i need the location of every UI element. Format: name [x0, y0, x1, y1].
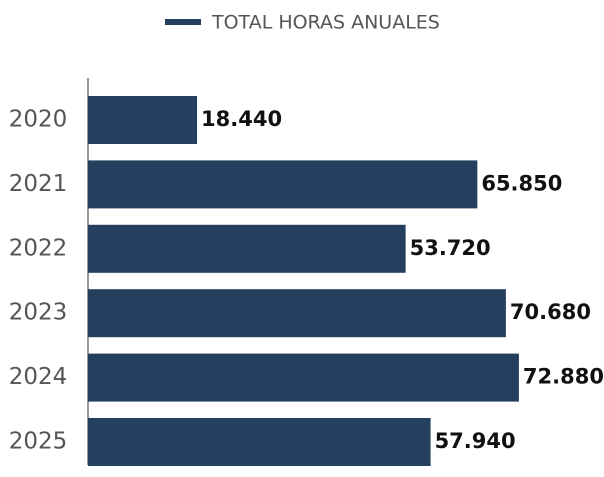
legend-label: TOTAL HORAS ANUALES: [211, 12, 440, 34]
value-label: 53.720: [410, 236, 491, 260]
value-label: 72.880: [523, 365, 604, 389]
y-tick-label: 2020: [9, 107, 68, 133]
bar: [88, 160, 478, 209]
y-tick-label: 2024: [9, 364, 68, 390]
value-label: 70.680: [510, 300, 591, 324]
y-tick-label: 2022: [9, 235, 68, 261]
bar: [88, 289, 506, 338]
value-label: 57.940: [435, 429, 516, 453]
y-tick-label: 2021: [9, 171, 68, 197]
bar: [88, 224, 406, 273]
bar: [88, 418, 431, 466]
bar: [88, 96, 198, 144]
value-label: 18.440: [201, 107, 282, 131]
bar: [88, 353, 519, 402]
y-tick-label: 2025: [9, 429, 68, 455]
legend-swatch: [165, 19, 201, 25]
value-label: 65.850: [481, 171, 562, 195]
y-tick-label: 2023: [9, 300, 68, 326]
